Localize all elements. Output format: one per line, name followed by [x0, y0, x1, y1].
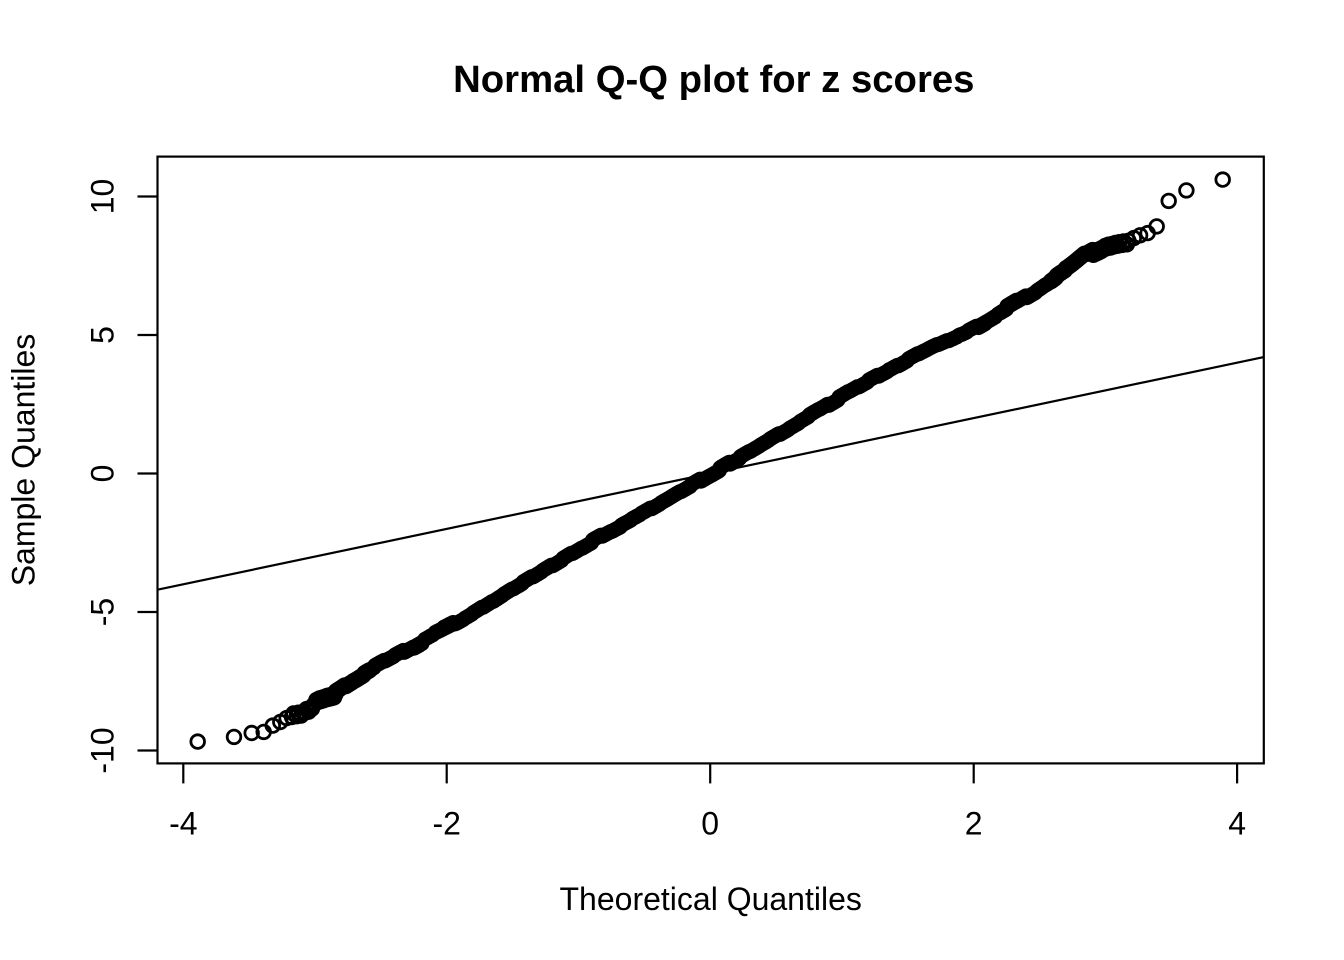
- svg-text:Theoretical Quantiles: Theoretical Quantiles: [560, 881, 862, 917]
- svg-text:-10: -10: [85, 727, 121, 773]
- svg-text:Normal Q-Q plot for z scores: Normal Q-Q plot for z scores: [453, 58, 974, 101]
- svg-text:Sample Quantiles: Sample Quantiles: [5, 334, 41, 587]
- svg-text:0: 0: [85, 465, 121, 483]
- svg-text:0: 0: [701, 806, 719, 842]
- svg-text:4: 4: [1228, 806, 1246, 842]
- svg-text:-2: -2: [432, 806, 460, 842]
- svg-text:2: 2: [965, 806, 983, 842]
- svg-text:-4: -4: [169, 806, 197, 842]
- svg-text:-5: -5: [85, 598, 121, 626]
- svg-text:5: 5: [85, 326, 121, 344]
- svg-text:10: 10: [85, 179, 121, 215]
